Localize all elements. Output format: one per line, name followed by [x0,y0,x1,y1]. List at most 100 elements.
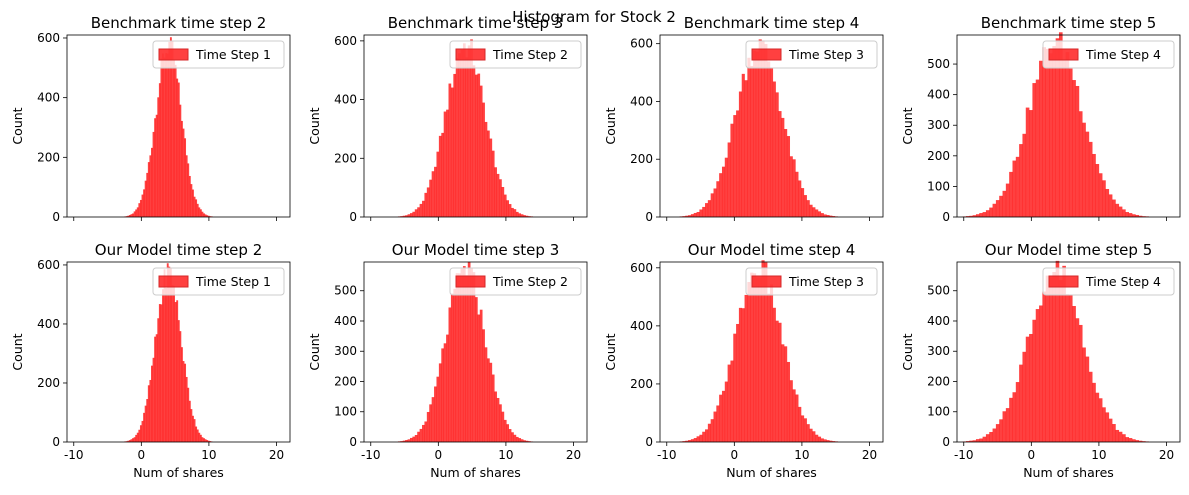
histogram-bar [1088,141,1093,217]
legend-swatch [158,48,189,61]
y-tick-label: 300 [927,118,950,132]
histogram-bar [995,200,1000,217]
histogram-bar [832,216,836,217]
histogram-bar [458,273,461,442]
histogram-bar [1022,133,1027,217]
histogram-bar [174,64,177,217]
histogram-bar [1075,318,1080,442]
y-tick-label: 400 [630,94,653,108]
histogram-bar [513,209,517,217]
histogram-bar [693,212,697,217]
histogram-bar [128,215,131,217]
histogram-bar [193,196,196,217]
histogram-bar [1105,412,1110,442]
histogram-bar [1015,382,1020,442]
panel-title: Benchmark time step 4 [684,14,860,32]
y-tick-label: 400 [927,314,950,328]
histogram-bar [158,83,161,217]
y-tick-label: 200 [37,150,60,164]
histogram-bar [1142,441,1146,442]
histogram-bar [806,200,810,217]
histogram-bar [195,426,198,442]
histogram-bar [458,53,461,218]
legend-label: Time Step 3 [788,274,864,289]
x-axis-label: Num of shares [133,465,224,480]
histogram-bar [429,179,432,217]
histogram-bar [1138,440,1143,442]
histogram-bar [127,440,130,442]
histogram-bar [1035,309,1040,442]
histogram-bar [1125,212,1130,217]
histogram-bar [767,61,771,217]
histogram-panel-3: 0 200 400 600 Benchmark time step 4 Count Time… [603,14,884,224]
histogram-bar [455,58,459,217]
figure-suptitle: Histogram for Stock 2 [512,8,676,26]
histogram-bar [180,347,183,442]
legend: Time Step 1 [152,267,285,296]
histogram-bar [184,363,187,442]
histogram-bar [166,263,169,442]
histogram-bar [820,438,824,442]
histogram-bar [143,412,146,442]
histogram-bar [179,331,182,442]
histogram-bar [710,419,714,442]
histogram-bar [1042,291,1046,442]
histogram-bar [177,82,180,217]
histogram-bar [491,374,495,442]
panel-title: Benchmark time step 5 [981,14,1157,32]
histogram-bar [138,203,141,217]
histogram-bar [744,294,748,442]
histogram-bar [741,73,745,217]
histogram-bar [165,287,168,442]
histogram-bar [443,111,447,217]
histogram-bar [832,441,836,442]
y-axis-label: Count [10,333,25,370]
histogram-bar [487,358,490,442]
histogram-bar [761,260,765,442]
histogram-bar [426,187,430,217]
legend: Time Step 1 [152,40,285,69]
histogram-bar [1098,173,1103,217]
histogram-bar [173,59,175,217]
histogram-bar [992,203,997,217]
histogram-bar [176,78,179,217]
histogram-bar [1055,260,1060,442]
histogram-bar [989,207,993,217]
y-tick-label: 600 [334,34,357,48]
histogram-bar [758,277,762,442]
histogram-bar [190,409,193,442]
histogram-bar [132,213,134,217]
histogram-bar [400,216,404,217]
histogram-bar [682,216,686,217]
histogram-bar [1012,392,1017,442]
histogram-bar [989,431,993,442]
histogram-bar [1042,47,1046,217]
histogram-bar [162,289,164,442]
histogram-bar [753,50,757,217]
x-tick-label: 0 [435,448,443,462]
histogram-bar [730,360,734,442]
histogram-bar [207,440,210,442]
histogram-bar [1128,438,1133,442]
histogram-bar [738,91,743,217]
legend-swatch [1048,48,1079,61]
histogram-bar [1002,411,1007,442]
histogram-bar [1118,431,1123,442]
histogram-bar [143,189,146,217]
histogram-bar [1112,424,1116,442]
legend-label: Time Step 2 [492,47,568,62]
histogram-bar [204,439,207,442]
histogram-bar [795,394,799,442]
histogram-bar [187,163,190,217]
histogram-bar [750,272,754,442]
histogram-bar [162,53,164,218]
histogram-bar [209,441,212,442]
x-tick-label: -10 [361,448,381,462]
histogram-bar [431,171,435,217]
histogram-bar [1115,429,1120,442]
histogram-bar [482,329,485,442]
histogram-bar [185,155,188,217]
histogram-bar [775,320,779,442]
histogram-bar [518,213,522,217]
